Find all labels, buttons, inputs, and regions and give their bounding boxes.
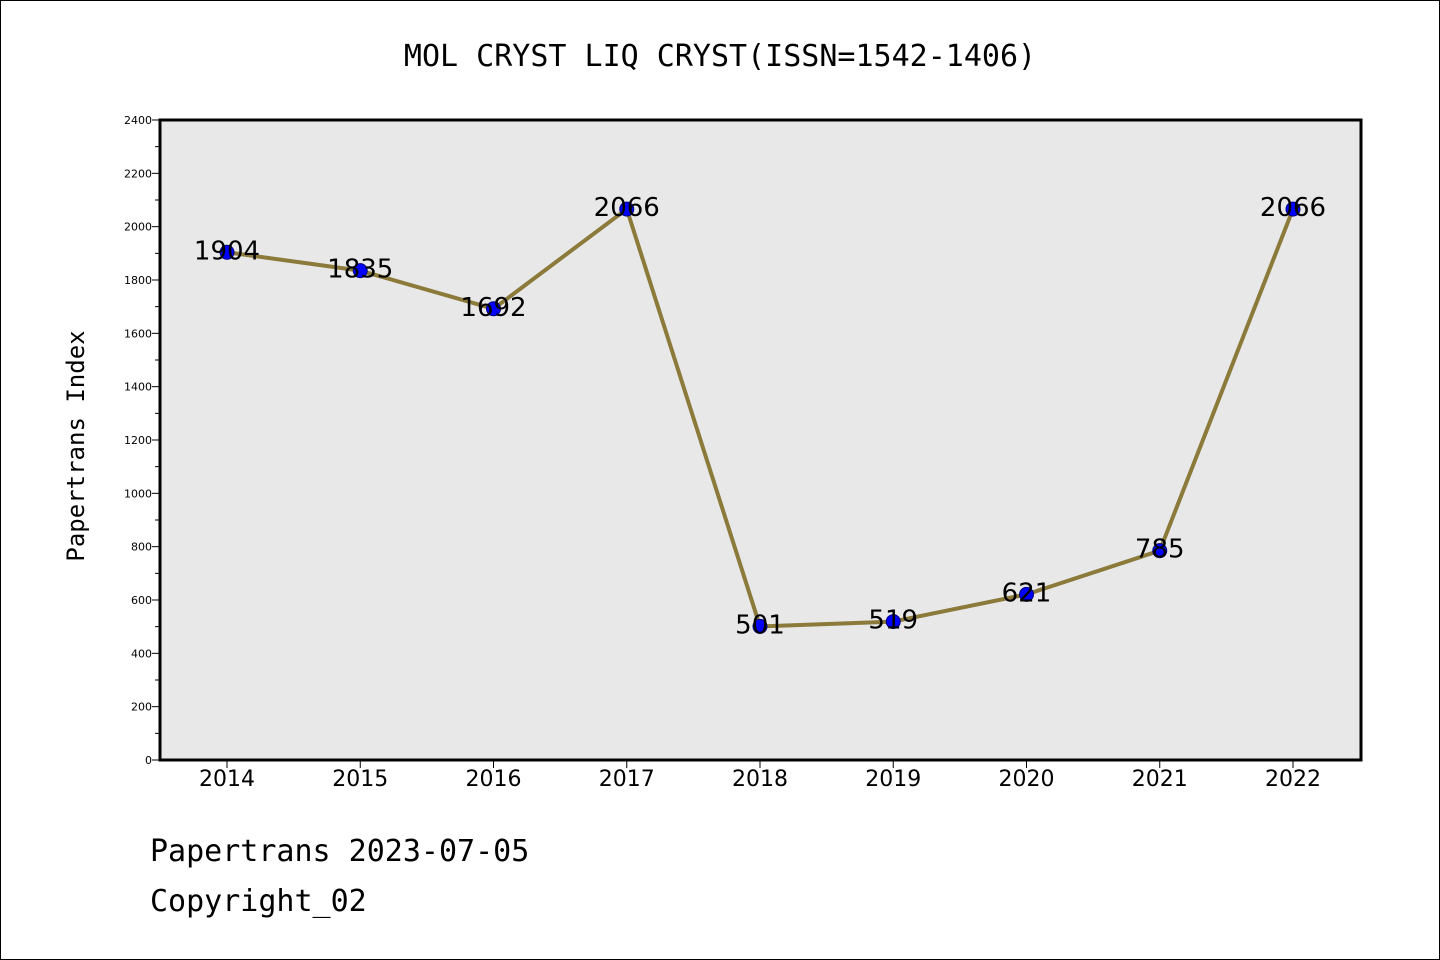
y-tick-label: 600 (131, 594, 152, 607)
data-label-2015: 1835 (327, 255, 393, 285)
x-tick-label: 2020 (999, 767, 1055, 792)
x-axis-ticks: 2014 2015 2016 2017 2018 2019 2020 2021 2022 (199, 760, 1321, 792)
y-tick-label: 1000 (124, 487, 152, 500)
y-tick-label: 0 (145, 754, 152, 767)
data-point-2022 (1285, 201, 1301, 217)
y-tick-label: 1600 (124, 327, 152, 340)
data-point-2014 (219, 244, 235, 260)
data-point-2019 (885, 614, 901, 630)
x-tick-label: 2017 (599, 767, 655, 792)
x-tick-label: 2016 (466, 767, 522, 792)
y-tick-label: 1800 (124, 274, 152, 287)
y-tick-label: 800 (131, 541, 152, 554)
y-tick-label: 1200 (124, 434, 152, 447)
data-point-2018 (752, 618, 768, 634)
data-label-2016: 1692 (460, 293, 526, 323)
data-labels: 1904 1835 1692 2066 501 519 621 785 2066 (194, 193, 1326, 640)
data-points (219, 201, 1301, 634)
data-label-2022: 2066 (1260, 193, 1326, 223)
x-tick-label: 2022 (1265, 767, 1321, 792)
footer-copyright: Copyright_02 (150, 884, 367, 919)
data-point-2020 (1019, 586, 1034, 602)
x-tick-label: 2014 (199, 767, 255, 792)
x-tick-label: 2021 (1132, 767, 1188, 792)
data-point-2015 (352, 263, 368, 279)
y-tick-label: 2400 (124, 114, 152, 127)
y-tick-label: 200 (131, 701, 152, 714)
data-label-2014: 1904 (194, 236, 260, 266)
data-point-2016 (486, 301, 501, 317)
data-label-2017: 2066 (594, 193, 660, 223)
y-tick-label: 400 (131, 647, 152, 660)
y-axis-ticks: 0 200 400 600 800 1000 1200 1400 1600 1800 2000 220… (124, 114, 160, 767)
x-tick-label: 2018 (732, 767, 788, 792)
y-axis-label: Papertrans Index (62, 330, 90, 561)
plot-area (158, 118, 1363, 762)
footer-date: Papertrans 2023-07-05 (150, 834, 530, 869)
y-tick-label: 2200 (124, 167, 152, 180)
y-tick-label: 2000 (124, 221, 152, 234)
x-tick-label: 2015 (332, 767, 388, 792)
data-label-2021: 785 (1135, 535, 1185, 565)
y-tick-label: 1400 (124, 381, 152, 394)
data-label-2020: 621 (1002, 578, 1052, 608)
data-point-2021 (1152, 543, 1168, 559)
data-point-2017 (619, 201, 635, 217)
chart-title: MOL CRYST LIQ CRYST(ISSN=1542-1406) (404, 39, 1036, 74)
data-label-2019: 519 (868, 606, 918, 636)
data-label-2018: 501 (735, 610, 785, 640)
x-tick-label: 2019 (865, 767, 921, 792)
